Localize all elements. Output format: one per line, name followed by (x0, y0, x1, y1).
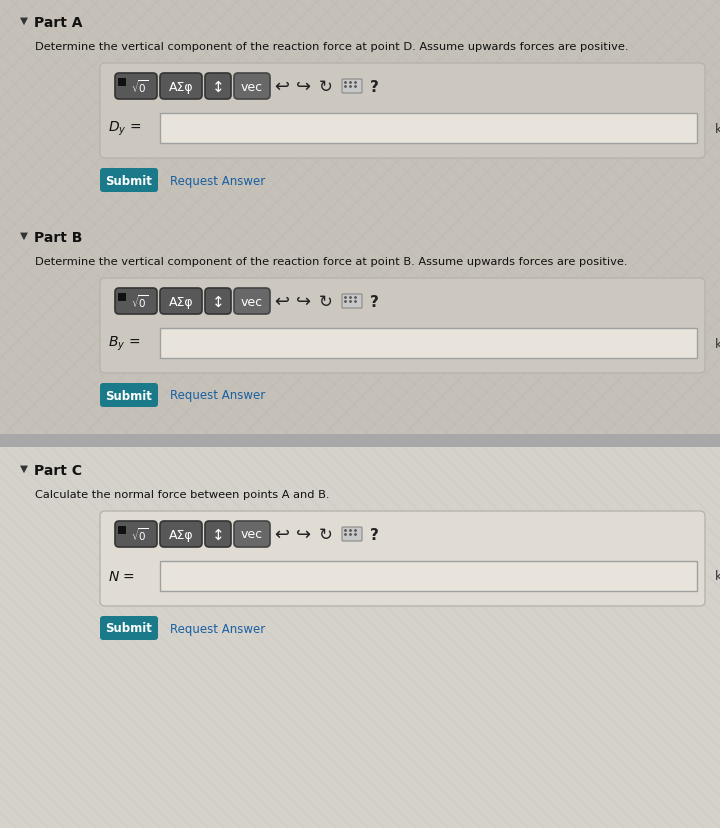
Text: $\sqrt{0}$: $\sqrt{0}$ (131, 79, 149, 95)
Text: $\sqrt{0}$: $\sqrt{0}$ (131, 293, 149, 310)
Text: ▼: ▼ (20, 464, 28, 474)
FancyBboxPatch shape (115, 289, 157, 315)
Text: ↩: ↩ (274, 292, 289, 310)
Text: ↩: ↩ (274, 78, 289, 96)
Text: Part C: Part C (34, 464, 82, 478)
Text: vec: vec (241, 528, 263, 541)
Text: Part B: Part B (34, 231, 82, 245)
Text: ↻: ↻ (319, 525, 333, 543)
Text: ↪: ↪ (297, 78, 312, 96)
Text: vec: vec (241, 295, 263, 308)
FancyBboxPatch shape (205, 522, 231, 547)
Text: ?: ? (369, 294, 379, 309)
Text: Calculate the normal force between points A and B.: Calculate the normal force between point… (35, 489, 330, 499)
Text: Submit: Submit (106, 389, 153, 402)
Bar (0, 447, 720, 828)
FancyBboxPatch shape (100, 169, 158, 193)
Text: $B_{y}$ =: $B_{y}$ = (108, 335, 140, 353)
FancyBboxPatch shape (100, 383, 158, 407)
FancyBboxPatch shape (160, 74, 202, 100)
Bar (0, 435, 720, 447)
FancyBboxPatch shape (160, 522, 202, 547)
Text: ↪: ↪ (297, 292, 312, 310)
Bar (0, 0, 720, 214)
Bar (118, 294, 126, 301)
Bar (118, 527, 126, 534)
Bar (0, 214, 720, 435)
FancyBboxPatch shape (115, 74, 157, 100)
Text: AΣφ: AΣφ (168, 80, 193, 94)
FancyBboxPatch shape (205, 289, 231, 315)
FancyBboxPatch shape (342, 80, 362, 94)
Text: $\sqrt{0}$: $\sqrt{0}$ (131, 526, 149, 542)
Text: ▼: ▼ (20, 231, 28, 241)
FancyBboxPatch shape (100, 616, 158, 640)
Text: ↕: ↕ (212, 294, 225, 309)
FancyBboxPatch shape (160, 289, 202, 315)
Text: AΣφ: AΣφ (168, 528, 193, 541)
Text: Determine the vertical component of the reaction force at point B. Assume upward: Determine the vertical component of the … (35, 257, 628, 267)
Text: Request Answer: Request Answer (170, 174, 265, 187)
Text: ↕: ↕ (212, 79, 225, 94)
Text: kN: kN (715, 337, 720, 350)
Bar (0, 0, 720, 435)
FancyBboxPatch shape (342, 295, 362, 309)
Text: ▼: ▼ (20, 16, 28, 26)
Text: $D_{y}$ =: $D_{y}$ = (108, 120, 141, 138)
FancyBboxPatch shape (234, 289, 270, 315)
Text: Submit: Submit (106, 622, 153, 635)
FancyBboxPatch shape (234, 74, 270, 100)
FancyBboxPatch shape (100, 512, 705, 606)
Text: Submit: Submit (106, 174, 153, 187)
Text: kN: kN (715, 123, 720, 135)
Bar (160, 561, 697, 591)
FancyBboxPatch shape (115, 522, 157, 547)
FancyBboxPatch shape (234, 522, 270, 547)
Text: ↩: ↩ (274, 525, 289, 543)
Text: Request Answer: Request Answer (170, 622, 265, 635)
Text: vec: vec (241, 80, 263, 94)
Text: ↻: ↻ (319, 292, 333, 310)
Text: $N$ =: $N$ = (108, 570, 135, 583)
Bar (118, 79, 126, 87)
Text: Determine the vertical component of the reaction force at point D. Assume upward: Determine the vertical component of the … (35, 42, 629, 52)
Text: Request Answer: Request Answer (170, 389, 265, 402)
FancyBboxPatch shape (100, 64, 705, 159)
Bar (160, 329, 697, 359)
Text: ?: ? (369, 527, 379, 542)
FancyBboxPatch shape (342, 527, 362, 542)
Bar (0, 447, 720, 828)
Text: ?: ? (369, 79, 379, 94)
Text: kN: kN (715, 570, 720, 583)
Text: Part A: Part A (34, 16, 83, 30)
Text: AΣφ: AΣφ (168, 295, 193, 308)
FancyBboxPatch shape (100, 279, 705, 373)
Text: ↕: ↕ (212, 527, 225, 542)
FancyBboxPatch shape (205, 74, 231, 100)
Text: ↻: ↻ (319, 78, 333, 96)
Text: ↪: ↪ (297, 525, 312, 543)
Bar (160, 114, 697, 144)
